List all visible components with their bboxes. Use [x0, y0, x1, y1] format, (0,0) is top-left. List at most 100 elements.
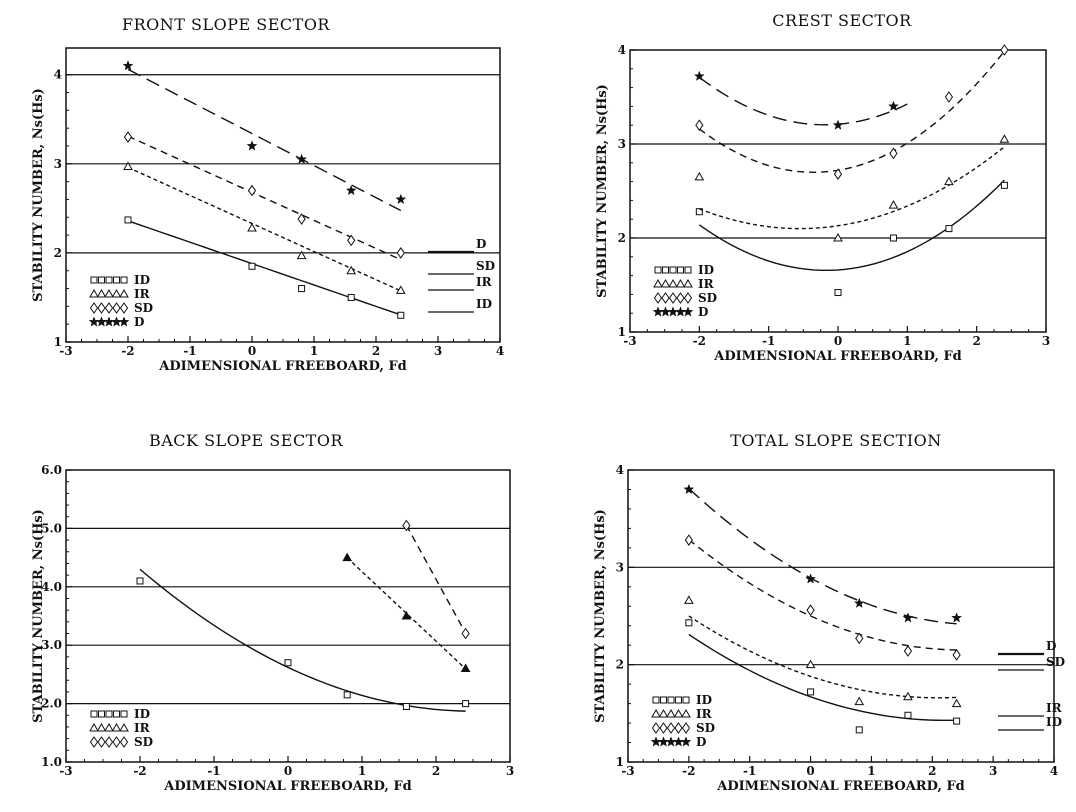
legend-label: ID	[696, 693, 712, 707]
y-tick-label: 4	[54, 68, 62, 82]
legend-marker-d	[88, 316, 100, 327]
legend-marker-ir	[660, 278, 671, 288]
x-tick-label: 1	[867, 764, 875, 778]
x-tick-label: 2	[928, 764, 936, 778]
fit-line-id	[698, 179, 1005, 272]
data-point-ir	[296, 250, 307, 260]
legend-marker-d	[665, 736, 677, 747]
x-tick-label: -1	[207, 764, 220, 778]
fit-line-d	[688, 487, 957, 625]
legend-marker-ir	[104, 722, 114, 732]
panel-title: BACK SLOPE SECTOR	[149, 431, 344, 450]
legend-marker-id	[113, 710, 120, 718]
data-point-id	[462, 700, 470, 708]
data-point-sd	[347, 234, 356, 247]
legend-marker-id	[684, 266, 692, 274]
x-axis-label: ADIMENSIONAL FREEBOARD, Fd	[163, 779, 412, 794]
legend-marker-ir	[675, 278, 686, 288]
legend-marker-id	[675, 696, 682, 704]
y-tick-label: 5.0	[41, 521, 62, 535]
legend-marker-sd	[676, 292, 685, 304]
legend-marker-ir	[681, 708, 691, 718]
legend-label: IR	[698, 277, 715, 291]
legend-label: ID	[134, 707, 150, 721]
legend-label: SD	[134, 301, 153, 315]
x-tick-label: -2	[121, 344, 134, 358]
data-point-id	[298, 285, 306, 293]
data-point-ir	[683, 595, 694, 604]
legend-marker-ir	[89, 288, 99, 298]
fit-line-ir	[688, 615, 957, 699]
data-point-id	[248, 262, 256, 270]
y-axis-label: STABILITY NUMBER, Ns(Hs)	[593, 509, 608, 723]
x-tick-label: -3	[59, 344, 72, 358]
legend-marker-d	[111, 316, 122, 327]
y-tick-label: 1	[618, 325, 626, 339]
panel-title: CREST SECTOR	[772, 11, 912, 30]
fit-line-sd	[405, 524, 467, 634]
key-label: ID	[1046, 715, 1062, 729]
data-point-sd	[855, 632, 864, 645]
y-tick-label: 1.0	[41, 755, 62, 769]
data-point-sd	[396, 247, 405, 259]
fit-line-d	[127, 68, 402, 212]
legend-marker-id	[90, 276, 98, 284]
x-tick-label: 1	[358, 764, 366, 778]
data-point-ir	[342, 552, 353, 562]
x-axis-label: ADIMENSIONAL FREEBOARD, Fd	[713, 349, 962, 364]
data-point-ir	[999, 134, 1010, 143]
data-point-id	[855, 726, 863, 734]
legend-label: ID	[134, 273, 150, 287]
data-point-sd	[402, 519, 411, 532]
x-tick-label: -2	[682, 764, 695, 778]
data-point-sd	[833, 168, 843, 180]
legend-label: SD	[698, 291, 717, 305]
data-point-sd	[806, 604, 815, 617]
data-point-d	[951, 612, 963, 623]
legend-marker-ir	[673, 708, 684, 718]
legend-marker-sd	[651, 722, 661, 734]
data-point-sd	[297, 213, 306, 225]
legend-marker-d	[96, 316, 107, 327]
key-label: ID	[476, 297, 492, 311]
x-tick-label: 3	[989, 764, 997, 778]
legend-marker-d	[658, 736, 669, 747]
x-axis-label: ADIMENSIONAL FREEBOARD, Fd	[716, 779, 965, 794]
data-point-id	[124, 216, 132, 224]
data-point-d	[805, 573, 817, 584]
legend-label: ID	[698, 263, 714, 277]
y-tick-label: 4.0	[41, 580, 62, 594]
legend-marker-id	[105, 276, 113, 284]
data-point-d	[395, 193, 407, 205]
key-label: D	[476, 237, 486, 251]
legend-marker-id	[677, 266, 684, 274]
fit-line-id	[139, 568, 466, 712]
legend-marker-id	[120, 276, 128, 284]
x-tick-label: -3	[621, 764, 634, 778]
legend-marker-sd	[97, 302, 106, 314]
fit-line-sd	[127, 135, 402, 261]
legend-marker-sd	[653, 292, 663, 304]
data-point-ir	[460, 663, 471, 673]
x-tick-label: 0	[284, 764, 292, 778]
panel-3: BACK SLOPE SECTOR -3 -2 -1 0 1 2 3 1.0 2.0 3.0 4.0 5…	[31, 431, 514, 794]
legend-marker-d	[680, 736, 692, 747]
legend-marker-sd	[89, 302, 99, 314]
x-tick-label: -1	[183, 344, 196, 358]
x-tick-label: 2	[972, 334, 980, 348]
data-point-sd	[247, 184, 257, 197]
x-tick-label: 0	[834, 334, 842, 348]
x-tick-label: -3	[623, 334, 636, 348]
panel-1: FRONT SLOPE SECTOR -3 -2 -1 0 1 2 3 4 1 2 3 4 ADIMENS…	[31, 15, 504, 374]
data-point-ir	[401, 610, 412, 620]
data-point-sd	[684, 534, 693, 546]
fit-line-ir	[699, 146, 1005, 230]
data-point-d	[683, 483, 695, 495]
data-point-id	[343, 691, 351, 699]
legend-marker-d	[118, 316, 130, 327]
y-axis-label: STABILITY NUMBER, Ns(Hs)	[595, 84, 610, 298]
y-tick-label: 1	[54, 335, 62, 349]
legend-marker-d	[650, 736, 662, 747]
x-tick-label: 2	[372, 344, 380, 358]
